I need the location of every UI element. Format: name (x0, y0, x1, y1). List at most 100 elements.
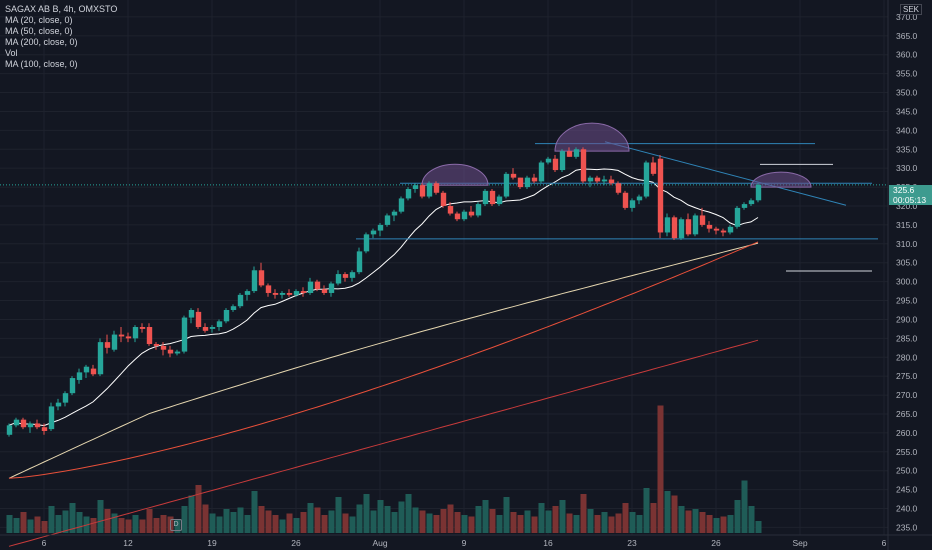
volume-bar (349, 516, 356, 533)
candle-body (314, 281, 321, 290)
volume-bar (734, 500, 741, 533)
dividend-marker-icon[interactable]: D (170, 519, 182, 531)
candle-body (531, 177, 538, 182)
volume-bar (118, 518, 125, 533)
volume-bar (538, 503, 545, 533)
volume-bar (328, 510, 335, 533)
y-tick-label: 350.0 (896, 88, 918, 98)
volume-bar (62, 510, 69, 533)
last-price-value: 325.6 (893, 185, 915, 195)
candle-body (209, 327, 216, 329)
volume-bar (650, 503, 657, 533)
countdown: 00:05:13 (893, 195, 927, 205)
volume-bar (279, 519, 286, 533)
x-tick-label: 19 (207, 538, 217, 548)
x-tick-label: 6 (882, 538, 887, 548)
volume-bar (475, 506, 482, 533)
candle-body (692, 215, 699, 235)
candle-body (321, 289, 328, 293)
volume-bar (384, 506, 391, 533)
volume-bar (643, 488, 650, 533)
grid (0, 0, 888, 535)
candle-body (188, 309, 195, 318)
candle-body (545, 158, 552, 163)
candle-body (601, 179, 608, 182)
volume-bar (461, 515, 468, 533)
volume-bar (195, 485, 202, 533)
y-tick-label: 255.0 (896, 447, 918, 457)
volume-bar (622, 503, 629, 533)
candle-body (265, 285, 272, 293)
volume-bar (685, 510, 692, 533)
candle-body (258, 270, 265, 286)
candle-body (664, 217, 671, 233)
candle-body (594, 177, 601, 182)
candle-body (510, 173, 517, 178)
candle-body (419, 185, 426, 197)
volume-bar (27, 519, 34, 533)
volume-bar (433, 515, 440, 533)
y-tick-label: 250.0 (896, 466, 918, 476)
candle-body (13, 419, 20, 426)
volume-bar (664, 491, 671, 533)
y-tick-label: 340.0 (896, 125, 918, 135)
volume-bar (90, 518, 97, 533)
volume-bar (181, 506, 188, 533)
volume-bar (552, 506, 559, 533)
candle-body (20, 419, 27, 428)
candle-body (412, 185, 419, 189)
candle-body (216, 321, 223, 328)
volume-bar (405, 494, 412, 533)
candle-body (335, 274, 342, 284)
volume-bar (139, 519, 146, 533)
candle-body (370, 230, 377, 235)
volume-bar (125, 519, 132, 533)
volume-bar (447, 504, 454, 533)
volume-bar (6, 515, 13, 533)
legend-ma50: MA (50, close, 0) (5, 26, 73, 36)
volume-bar (97, 500, 104, 533)
volume-bar (153, 518, 160, 533)
volume-bar (489, 509, 496, 533)
candle-body (251, 270, 258, 292)
volume-bar (41, 521, 48, 533)
volume-bar (636, 515, 643, 533)
volume-bar (391, 512, 398, 533)
volume-bar (188, 495, 195, 533)
volume-bar (706, 515, 713, 533)
candle-body (587, 177, 594, 182)
volume-bar (55, 515, 62, 533)
volume-bar (265, 510, 272, 533)
candle-body (727, 226, 734, 233)
y-tick-label: 320.0 (896, 201, 918, 211)
candle-body (440, 192, 447, 206)
candle-body (349, 272, 356, 278)
candle-body (307, 281, 314, 293)
candle-body (748, 200, 755, 205)
legend-ma20: MA (20, close, 0) (5, 15, 73, 25)
volume-bar (356, 504, 363, 533)
volume-bar (202, 504, 209, 533)
candle-body (643, 162, 650, 197)
volume-bar (524, 510, 531, 533)
y-tick-label: 315.0 (896, 220, 918, 230)
volume-bar (146, 509, 153, 533)
volume-bar (104, 509, 111, 533)
x-tick-label: Aug (372, 538, 387, 548)
candle-body (552, 158, 559, 171)
volume-bar (566, 513, 573, 533)
last-price-label: 325.6 00:05:13 (889, 185, 932, 205)
candle-body (286, 292, 293, 295)
candle-body (83, 366, 90, 373)
y-tick-label: 270.0 (896, 390, 918, 400)
x-tick-label: 23 (627, 538, 637, 548)
volume-bar (300, 512, 307, 533)
currency-label[interactable]: SEK (900, 4, 923, 15)
candle-body (671, 217, 678, 239)
legend-ma100: MA (100, close, 0) (5, 59, 78, 69)
y-tick-label: 245.0 (896, 485, 918, 495)
volume-bar (363, 494, 370, 533)
ma50-line (8, 242, 759, 479)
